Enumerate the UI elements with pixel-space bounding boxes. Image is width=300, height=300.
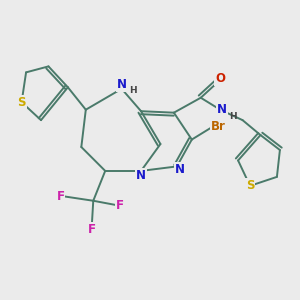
Text: H: H	[229, 112, 236, 121]
Text: N: N	[217, 103, 227, 116]
Text: Br: Br	[211, 120, 226, 133]
Text: H: H	[129, 86, 137, 95]
Text: N: N	[175, 163, 185, 176]
Text: F: F	[88, 223, 96, 236]
Text: F: F	[116, 199, 124, 212]
Text: S: S	[17, 96, 26, 109]
Text: N: N	[136, 169, 146, 182]
Text: N: N	[117, 78, 127, 91]
Text: O: O	[215, 72, 225, 85]
Text: S: S	[246, 179, 254, 192]
Text: F: F	[56, 190, 64, 203]
